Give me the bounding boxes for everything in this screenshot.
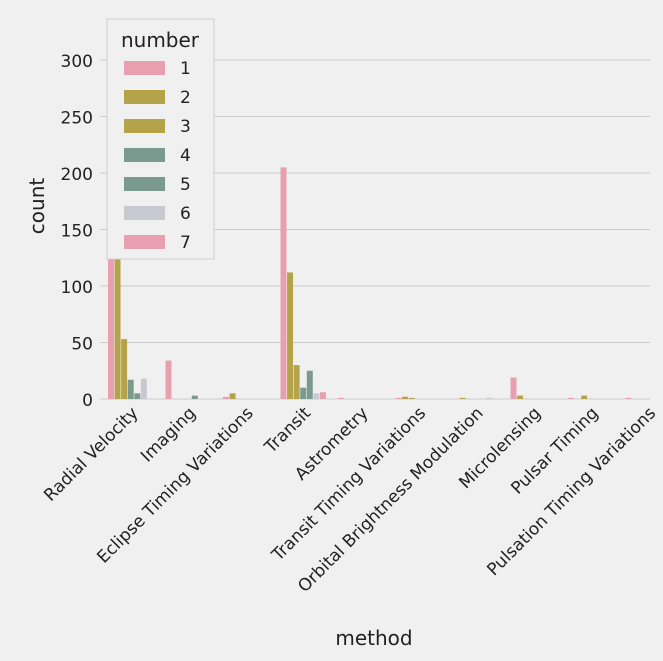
legend-box [106,18,215,260]
y-tick-label: 200 [61,165,93,185]
bar-2 [459,397,466,399]
bar-6 [485,397,492,399]
x-tick-label: Radial Velocity [40,403,142,505]
legend-swatch-6 [124,206,165,220]
legend-label-1: 1 [180,59,191,79]
bar-2 [517,395,524,399]
bar-1 [395,397,402,399]
y-axis-label: count [25,178,49,235]
bar-1 [165,360,172,399]
y-tick-label: 0 [82,391,93,411]
bar-1 [280,167,287,399]
y-tick-labels: 0 50 100 150 200 250 300 [61,52,93,411]
legend-label-5: 5 [180,175,191,195]
legend-label-7: 7 [180,233,191,253]
legend-swatch-7 [124,235,165,249]
legend-label-2: 2 [180,88,191,108]
bar-3 [293,365,300,399]
bar-2 [114,255,121,399]
bar-2 [287,272,294,399]
bar-1 [625,397,632,399]
bar-1 [223,396,229,399]
y-tick-label: 50 [71,335,93,355]
legend-title: number [121,28,200,52]
bar-3 [408,397,415,399]
bar-5 [191,395,198,399]
y-tick-label: 100 [61,278,93,298]
x-tick-label: Transit [260,403,315,458]
legend: number 1 2 3 4 5 6 7 [106,18,215,260]
x-axis-label: method [335,626,412,650]
bar-6 [313,393,320,399]
y-tick-label: 150 [61,222,93,242]
legend-label-6: 6 [180,204,191,224]
bar-5 [306,370,313,399]
legend-swatch-2 [124,90,165,104]
legend-label-4: 4 [180,146,191,166]
legend-swatch-5 [124,177,165,191]
bar-4 [127,379,134,399]
bar-2 [402,396,409,399]
bar-3 [121,339,128,399]
bar-1 [568,397,574,399]
legend-swatch-3 [124,119,165,133]
bar-1 [338,397,344,399]
y-tick-label: 250 [61,109,93,129]
bar-1 [510,377,517,399]
bar-2 [229,393,236,399]
bar-5 [134,393,141,399]
bar-3 [581,395,588,399]
bar-7 [319,392,326,399]
legend-swatch-4 [124,148,165,162]
legend-swatch-1 [124,61,165,75]
bar-6 [140,378,147,399]
y-tick-label: 300 [61,52,93,72]
bar-4 [300,387,307,399]
legend-label-3: 3 [180,117,191,137]
